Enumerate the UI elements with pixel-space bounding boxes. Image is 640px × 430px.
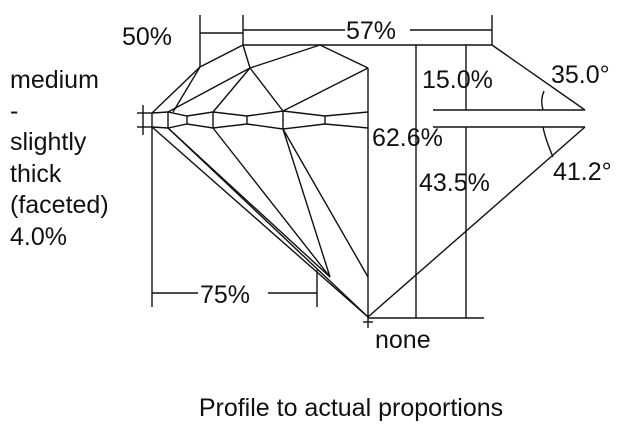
- girdle-text-3: slightly: [10, 128, 87, 156]
- total-depth-label: 62.6%: [372, 124, 443, 152]
- table-label: 57%: [346, 17, 396, 45]
- pavilion-facets: [151, 68, 586, 328]
- crown-label-50: 50%: [122, 23, 172, 51]
- girdle-text-5: (faceted): [10, 191, 109, 219]
- crown-angle-label: 35.0°: [551, 61, 610, 89]
- girdle-text-6: 4.0%: [10, 223, 67, 251]
- pavilion-angle-label: 41.2°: [553, 158, 612, 186]
- crown-height-label: 15.0%: [422, 66, 493, 94]
- caption: Profile to actual proportions: [199, 394, 503, 422]
- lower-half-label: 75%: [200, 281, 250, 309]
- girdle-text-4: thick: [10, 160, 62, 188]
- culet-label: none: [375, 326, 431, 354]
- girdle-text-2: -: [10, 97, 18, 125]
- girdle-text-1: medium: [10, 66, 99, 94]
- pavilion-depth-label: 43.5%: [419, 169, 490, 197]
- dimension-lines: [151, 15, 585, 319]
- girdle: [137, 105, 369, 135]
